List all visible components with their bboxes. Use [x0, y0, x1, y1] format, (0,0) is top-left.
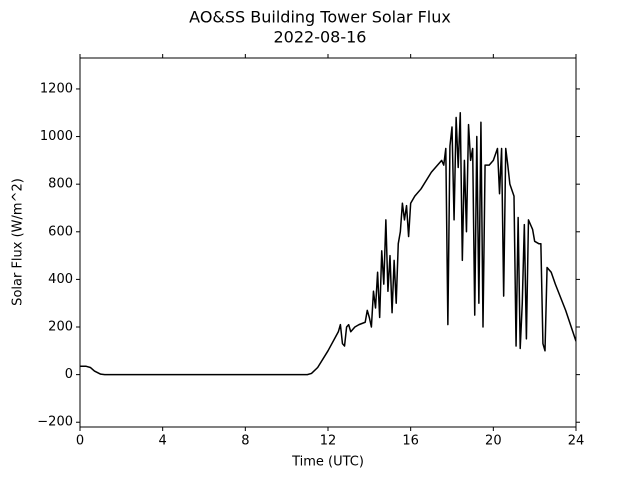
x-tick-label: 0	[76, 434, 84, 449]
y-tick-label: 800	[48, 177, 73, 192]
y-tick-label: 600	[48, 224, 73, 239]
y-tick-label: 1200	[40, 81, 73, 96]
x-tick-label: 20	[485, 434, 502, 449]
x-tick-label: 12	[320, 434, 337, 449]
line-series	[80, 112, 576, 376]
y-tick-label: 400	[48, 272, 73, 287]
y-axis-label: Solar Flux (W/m^2)	[11, 178, 26, 306]
x-tick-label: 4	[159, 434, 167, 449]
chart-subtitle: 2022-08-16	[274, 28, 367, 47]
x-axis-label: Time (UTC)	[291, 455, 364, 470]
x-tick-label: 8	[241, 434, 249, 449]
y-tick-label: 0	[65, 367, 73, 382]
plot-frame	[79, 57, 577, 428]
chart-title: AO&SS Building Tower Solar Flux	[189, 8, 451, 27]
y-tick-label: 200	[48, 320, 73, 335]
y-tick-label: −200	[37, 415, 73, 430]
y-tick-label: 1000	[40, 129, 73, 144]
x-tick-label: 24	[568, 434, 585, 449]
x-tick-label: 16	[402, 434, 419, 449]
